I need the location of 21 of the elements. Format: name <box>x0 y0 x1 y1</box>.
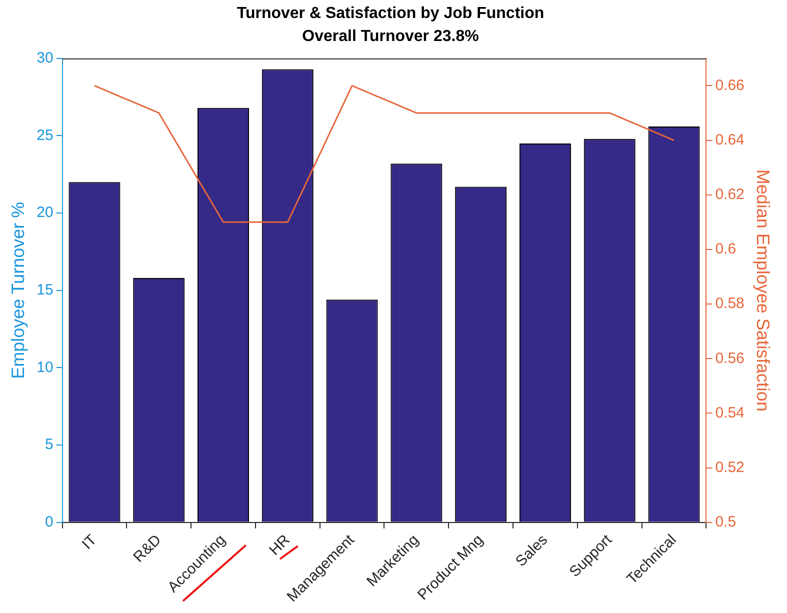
chart-title: Turnover & Satisfaction by Job Function <box>236 5 544 22</box>
y2-tick-label: 0.54 <box>715 404 744 422</box>
y-tick-label: 20 <box>36 204 54 222</box>
y-tick-label: 0 <box>44 514 54 531</box>
y2-tick-label: 0.64 <box>715 131 744 148</box>
y2-tick-label: 0.66 <box>715 76 744 94</box>
y2-tick-label: 0.5 <box>715 514 736 531</box>
y-axis-title: Employee Turnover % <box>8 202 28 379</box>
y2-tick-label: 0.56 <box>715 350 744 367</box>
y2-tick-label: 0.58 <box>715 295 744 312</box>
y-tick-label: 15 <box>36 282 54 299</box>
x-tick-label: IT <box>78 531 100 553</box>
y2-axis-title: Median Employee Satisfaction <box>753 169 774 412</box>
y-tick-label: 25 <box>36 126 54 144</box>
y2-tick-label: 0.52 <box>715 458 744 476</box>
y-tick-label: 30 <box>36 50 54 67</box>
y2-tick-label: 0.6 <box>715 240 736 258</box>
y-tick-label: 10 <box>36 358 54 376</box>
y2-tick-label: 0.62 <box>715 186 744 203</box>
chart-subtitle: Overall Turnover 23.8% <box>302 28 479 46</box>
y-tick-label: 5 <box>44 436 54 454</box>
